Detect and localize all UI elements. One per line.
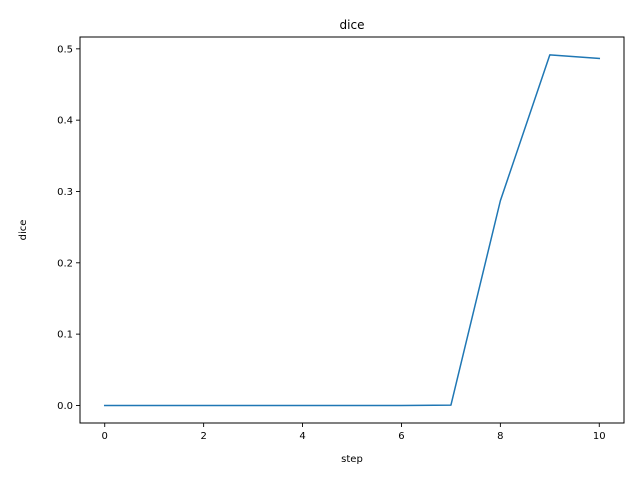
axes-background (80, 37, 624, 423)
y-tick-label: 0.4 (57, 116, 73, 127)
y-axis: 0.0 0.1 0.2 0.3 0.4 0.5 (57, 44, 80, 412)
dice-series-line (103, 54, 601, 407)
y-tick-label: 0.3 (57, 187, 73, 198)
x-axis: 0 2 4 6 8 10 (102, 423, 606, 442)
y-axis-label: dice (18, 220, 29, 241)
axes-frame (79, 36, 625, 424)
series-layer (103, 54, 601, 407)
x-tick-label: 10 (593, 431, 606, 442)
x-axis-label: step (341, 454, 363, 465)
x-tick-label: 2 (200, 431, 206, 442)
plot-area (79, 36, 625, 424)
y-tick-label: 0.0 (57, 401, 73, 412)
chart-title: dice (340, 18, 365, 32)
y-tick-label: 0.2 (57, 258, 73, 269)
y-tick-label: 0.1 (57, 330, 73, 341)
x-tick-label: 8 (497, 431, 503, 442)
y-tick-label: 0.5 (57, 44, 73, 55)
x-tick-label: 6 (398, 431, 404, 442)
x-tick-label: 4 (299, 431, 305, 442)
x-tick-label: 0 (102, 431, 108, 442)
